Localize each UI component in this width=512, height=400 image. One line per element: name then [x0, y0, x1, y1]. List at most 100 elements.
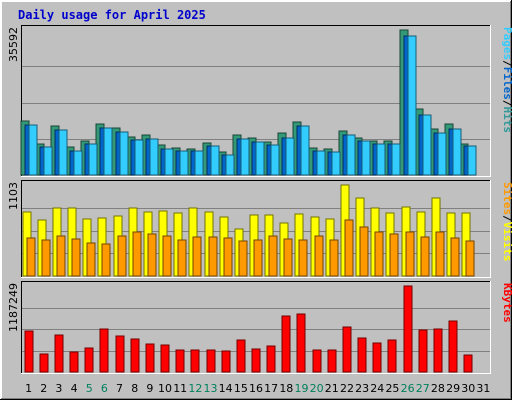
- bar-sites-11: [177, 239, 187, 277]
- day-label-11: 11: [173, 382, 187, 395]
- day-label-13: 13: [204, 382, 218, 395]
- bar-kbytes-15: [236, 339, 246, 373]
- bar-kbytes-24: [372, 342, 382, 373]
- day-label-22: 22: [340, 382, 354, 395]
- bar-kbytes-20: [312, 349, 322, 373]
- bar-pages-6: [103, 127, 113, 176]
- bar-sites-15: [238, 240, 248, 277]
- series-sites: [26, 219, 475, 277]
- day-label-15: 15: [234, 382, 248, 395]
- scale-label-visits: 1103: [7, 182, 20, 210]
- day-label-17: 17: [264, 382, 278, 395]
- panel-visits: 1103 Sites/Visits: [7, 180, 512, 278]
- day-label-18: 18: [279, 382, 293, 395]
- bar-pages-16: [255, 141, 265, 176]
- day-label-2: 2: [40, 382, 47, 395]
- bar-sites-23: [359, 226, 369, 277]
- day-label-10: 10: [158, 382, 172, 395]
- bar-kbytes-5: [84, 347, 94, 373]
- bar-sites-1: [26, 237, 36, 277]
- bar-sites-18: [283, 238, 293, 277]
- day-label-28: 28: [431, 382, 445, 395]
- bar-pages-1: [28, 124, 38, 176]
- legend-item: Visits: [501, 222, 512, 262]
- legend-hits: Pages/Files/Hits: [501, 27, 512, 133]
- bar-sites-26: [405, 231, 415, 277]
- bar-kbytes-13: [206, 349, 216, 373]
- bar-pages-4: [73, 150, 83, 176]
- legend-item: Hits: [501, 107, 512, 134]
- bar-pages-23: [361, 140, 371, 176]
- bar-sites-27: [420, 236, 430, 277]
- day-label-4: 4: [71, 382, 78, 395]
- bar-sites-14: [223, 237, 233, 277]
- bar-pages-7: [119, 131, 129, 176]
- legend-item: /: [501, 215, 512, 222]
- bar-pages-10: [164, 148, 174, 176]
- bar-sites-21: [329, 239, 339, 277]
- bar-kbytes-7: [115, 335, 125, 373]
- panel-kbytes: 1187249 KBytes: [7, 281, 512, 374]
- series-pages: [28, 35, 477, 176]
- bar-pages-29: [452, 128, 462, 176]
- bar-kbytes-4: [69, 351, 79, 373]
- day-label-26: 26: [401, 382, 415, 395]
- bar-pages-5: [88, 143, 98, 176]
- bar-kbytes-12: [190, 349, 200, 373]
- bar-pages-26: [407, 35, 417, 176]
- day-label-24: 24: [370, 382, 384, 395]
- bar-sites-25: [389, 233, 399, 277]
- day-label-20: 20: [310, 382, 324, 395]
- legend-item: Files: [501, 67, 512, 100]
- legend-item: /: [501, 100, 512, 107]
- day-label-21: 21: [325, 382, 339, 395]
- chart-title: Daily usage for April 2025: [18, 8, 206, 22]
- series-kbytes: [24, 285, 473, 373]
- bar-pages-25: [391, 143, 401, 176]
- bar-sites-8: [132, 231, 142, 277]
- bar-sites-29: [450, 237, 460, 277]
- bar-kbytes-8: [130, 338, 140, 373]
- bar-kbytes-21: [327, 349, 337, 373]
- bar-sites-9: [147, 233, 157, 277]
- bar-kbytes-18: [281, 315, 291, 373]
- legend-item: Pages: [501, 27, 512, 60]
- day-label-30: 30: [461, 382, 475, 395]
- bar-kbytes-26: [403, 285, 413, 373]
- day-label-14: 14: [219, 382, 233, 395]
- bar-sites-3: [56, 235, 66, 277]
- bar-pages-28: [437, 132, 447, 176]
- day-label-25: 25: [385, 382, 399, 395]
- scale-label-hits: 35592: [7, 27, 20, 62]
- bar-sites-6: [101, 243, 111, 277]
- bar-sites-22: [344, 219, 354, 277]
- bar-pages-30: [467, 145, 477, 176]
- day-label-5: 5: [86, 382, 93, 395]
- day-label-1: 1: [25, 382, 32, 395]
- bar-kbytes-28: [433, 328, 443, 373]
- bar-kbytes-3: [54, 334, 64, 373]
- bar-pages-24: [376, 143, 386, 176]
- bar-pages-14: [225, 154, 235, 176]
- day-label-19: 19: [294, 382, 308, 395]
- legend-item: /: [501, 60, 512, 67]
- chart-panels: 35592Pages/Files/Hits1103Sites/Visits118…: [7, 25, 512, 374]
- bar-sites-2: [41, 239, 51, 277]
- bar-pages-13: [210, 145, 220, 176]
- bar-pages-18: [285, 137, 295, 176]
- day-label-31: 31: [476, 382, 490, 395]
- bar-kbytes-30: [463, 354, 473, 373]
- bar-kbytes-27: [418, 329, 428, 373]
- bar-pages-19: [300, 125, 310, 176]
- bar-sites-7: [117, 235, 127, 277]
- day-label-29: 29: [446, 382, 460, 395]
- bar-pages-15: [240, 138, 250, 176]
- day-label-7: 7: [116, 382, 123, 395]
- day-label-9: 9: [146, 382, 153, 395]
- bar-pages-17: [270, 144, 280, 176]
- day-label-3: 3: [55, 382, 62, 395]
- bar-kbytes-25: [387, 339, 397, 373]
- bar-kbytes-9: [145, 343, 155, 373]
